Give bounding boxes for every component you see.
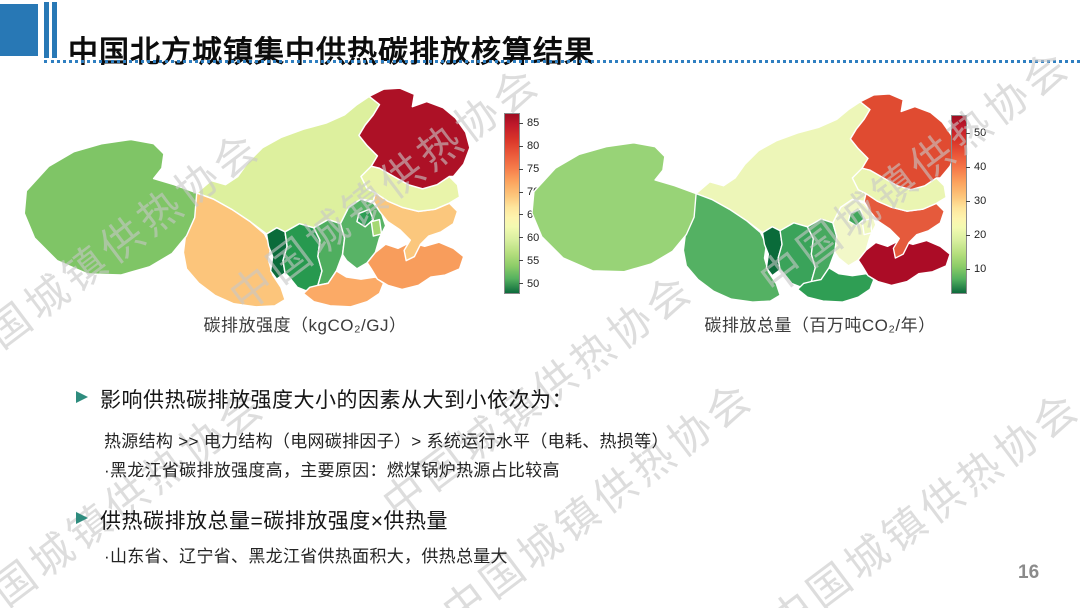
bullet-subline: 热源结构 >> 电力结构（电网碳排因子）> 系统运行水平（电耗、热损等） bbox=[104, 432, 669, 451]
colorbar-tick: 20 bbox=[966, 229, 986, 241]
province-heilongjiang bbox=[358, 87, 471, 190]
colorbar-tick: 50 bbox=[519, 278, 539, 290]
colorbar-tick: 50 bbox=[966, 127, 986, 139]
province-heilongjiang bbox=[849, 93, 957, 191]
bullet-text: 供热碳排放总量=碳排放强度×供热量 bbox=[100, 510, 449, 533]
title-accent-square bbox=[0, 4, 38, 56]
arrow-bullet-icon bbox=[76, 391, 88, 403]
total-colorbar: 50 40 30 20 10 bbox=[951, 115, 986, 294]
colorbar-tick: 55 bbox=[519, 255, 539, 267]
intensity-map-caption: 碳排放强度（kgCO₂/GJ） bbox=[203, 316, 407, 335]
colorbar-tick: 40 bbox=[966, 161, 986, 173]
colorbar-tick: 80 bbox=[519, 140, 539, 152]
arrow-bullet-icon bbox=[76, 512, 88, 524]
colorbar-tick: 30 bbox=[966, 195, 986, 207]
colorbar-tick: 75 bbox=[519, 163, 539, 175]
province-tianjin bbox=[370, 218, 383, 237]
province-beijing bbox=[356, 208, 375, 228]
colorbar-tick: 10 bbox=[966, 263, 986, 275]
province-henan bbox=[796, 267, 875, 303]
province-hebei bbox=[339, 198, 387, 270]
page-title: 中国北方城镇集中供热碳排放核算结果 bbox=[68, 32, 595, 74]
colorbar-tick: 60 bbox=[519, 232, 539, 244]
province-xinjiang bbox=[531, 142, 697, 273]
province-henan bbox=[302, 270, 385, 308]
province-gansu bbox=[682, 192, 781, 303]
title-accent-bar bbox=[44, 2, 49, 58]
province-gansu bbox=[182, 192, 286, 308]
province-tianjin bbox=[861, 218, 873, 236]
bullet-item-1: 影响供热碳排放强度大小的因素从大到小依次为： bbox=[76, 384, 573, 414]
total-choropleth-map bbox=[531, 93, 957, 303]
title-text-normal: 中国北方城镇集中供热 bbox=[68, 36, 378, 70]
province-xinjiang bbox=[23, 138, 198, 276]
bullet-text: 影响供热碳排放强度大小的因素从大到小依次为： bbox=[100, 389, 573, 412]
title-dotted-divider bbox=[44, 60, 1080, 63]
title-text-bold: 碳排放核算结果 bbox=[378, 36, 595, 70]
bullet-item-2: 供热碳排放总量=碳排放强度×供热量 bbox=[76, 505, 448, 535]
bullet-subline: ·山东省、辽宁省、黑龙江省供热面积大，供热总量大 bbox=[104, 547, 508, 566]
intensity-colorbar: 8580757065605550 bbox=[504, 113, 539, 294]
bullet-subline: ·黑龙江省碳排放强度高，主要原因：燃煤锅炉热源占比较高 bbox=[104, 461, 560, 480]
colorbar-tick: 85 bbox=[519, 117, 539, 129]
province-beijing bbox=[847, 208, 865, 227]
page-number: 16 bbox=[1018, 562, 1040, 583]
intensity-choropleth-map bbox=[23, 87, 471, 308]
title-accent-bar bbox=[52, 2, 57, 58]
province-hebei bbox=[832, 198, 877, 267]
total-map-caption: 碳排放总量（百万吨CO₂/年） bbox=[704, 316, 936, 335]
